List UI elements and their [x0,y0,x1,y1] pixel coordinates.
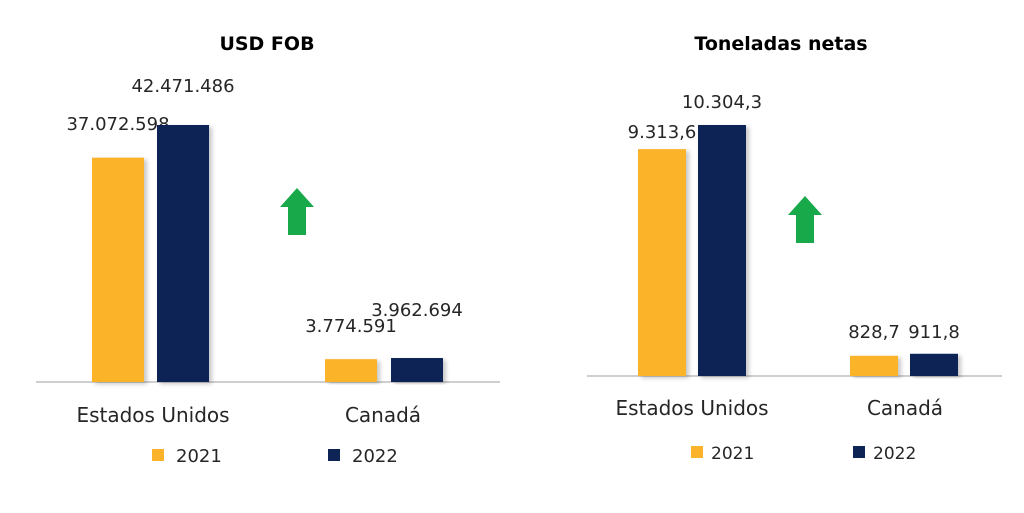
chart-panel-2: Toneladas netas 9.313,6 10.304,3 Estados Un… [587,33,1002,464]
legend-swatch-2022 [328,449,340,461]
data-label: 3.962.694 [371,300,463,321]
data-label: 9.313,6 [628,122,697,143]
category-label: Canadá [867,396,943,420]
chart-title: USD FOB [219,33,314,55]
legend-swatch-2022 [853,446,865,458]
data-label: 3.774.591 [305,316,397,337]
bar-2022-ca [391,358,443,382]
data-label: 828,7 [848,322,900,343]
legend-label-2022: 2022 [873,444,916,464]
legend-label-2021: 2021 [711,444,754,464]
legend-label-2022: 2022 [352,446,398,467]
legend-label-2021: 2021 [176,446,222,467]
bar-2022-us [698,125,746,376]
category-label: Estados Unidos [76,403,229,427]
bar-2022-ca [910,353,958,376]
legend-swatch-2021 [152,449,164,461]
bar-2021-ca [850,355,898,376]
bar-2021-us [92,157,144,382]
legend-swatch-2021 [691,446,703,458]
data-label: 911,8 [908,322,960,343]
data-label: 42.471.486 [131,76,234,97]
chart-title: Toneladas netas [694,33,867,55]
bar-2021-ca [325,359,377,382]
chart-panel-1: USD FOB 37.072.598 42.471.486 Estados Unido… [36,33,500,467]
category-label: Canadá [345,403,421,427]
data-label: 10.304,3 [682,92,762,113]
up-arrow-icon [280,188,314,235]
category-label: Estados Unidos [615,396,768,420]
bar-2022-us [157,125,209,382]
up-arrow-icon [788,196,822,243]
bar-2021-us [638,149,686,376]
data-label: 37.072.598 [66,114,169,135]
